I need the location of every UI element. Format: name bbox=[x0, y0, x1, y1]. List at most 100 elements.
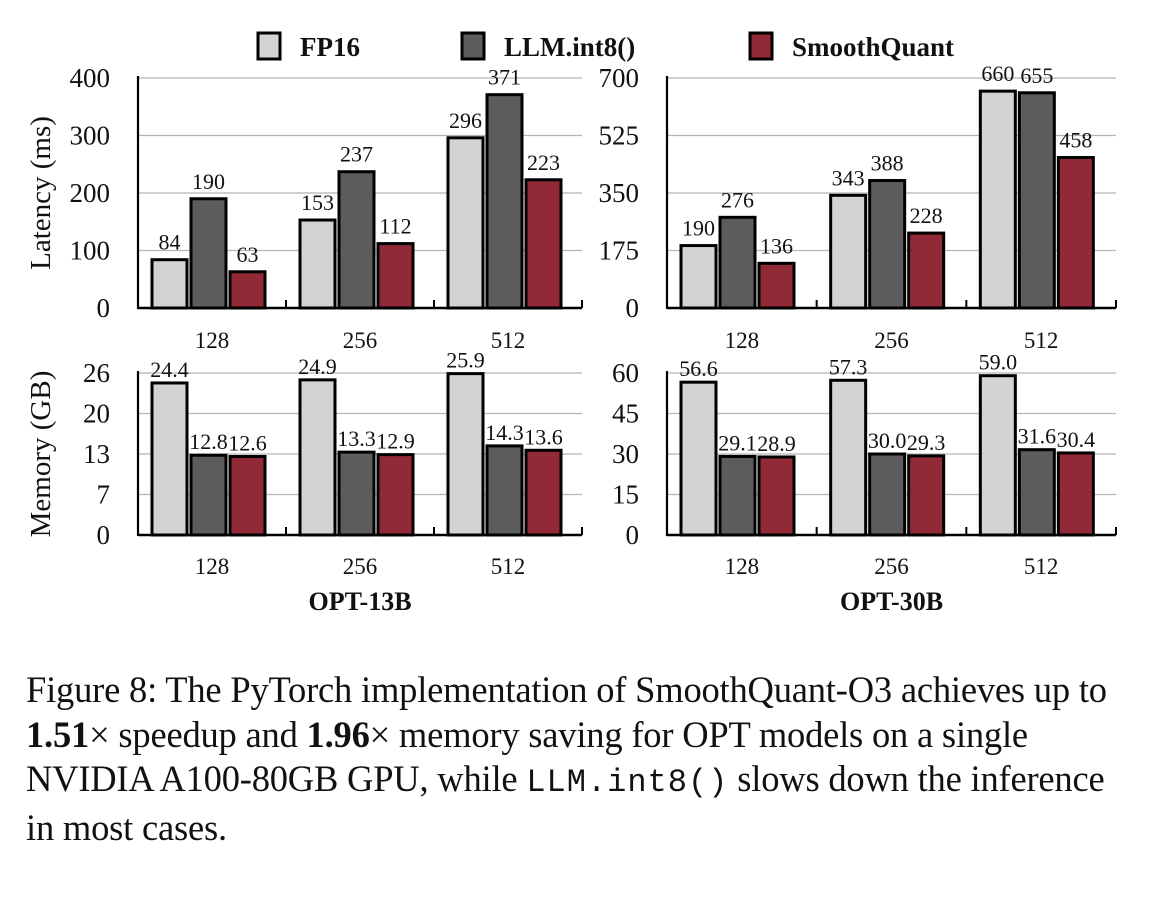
data-label: 153 bbox=[301, 190, 334, 215]
y-tick-label: 20 bbox=[83, 399, 110, 429]
legend-swatch-2 bbox=[748, 31, 774, 61]
legend-label-0: FP16 bbox=[300, 32, 360, 62]
y-tick-label: 100 bbox=[70, 236, 111, 266]
data-label: 59.0 bbox=[979, 350, 1018, 375]
bar-smoothquant bbox=[757, 261, 796, 310]
legend-label-2: SmoothQuant bbox=[792, 32, 954, 62]
y-tick-label: 350 bbox=[599, 178, 640, 208]
bar-smoothquant bbox=[228, 454, 267, 537]
x-tick-label: 512 bbox=[1024, 554, 1059, 579]
x-tick-label: 512 bbox=[491, 328, 526, 353]
data-label: 660 bbox=[981, 61, 1014, 86]
bar-fp16 bbox=[978, 374, 1017, 537]
data-label: 190 bbox=[682, 216, 715, 241]
y-tick-label: 60 bbox=[612, 358, 639, 388]
data-label: 24.4 bbox=[150, 357, 189, 382]
bar-smoothquant bbox=[376, 453, 415, 537]
data-label: 223 bbox=[527, 150, 560, 175]
data-label: 12.6 bbox=[228, 430, 267, 455]
y-tick-label: 45 bbox=[612, 399, 639, 429]
x-tick-label: 256 bbox=[874, 554, 909, 579]
bar-smoothquant bbox=[907, 454, 946, 537]
bar-fp16 bbox=[829, 378, 868, 537]
data-label: 388 bbox=[871, 151, 904, 176]
bar-fp16 bbox=[150, 381, 189, 537]
y-tick-label: 525 bbox=[599, 121, 640, 151]
data-label: 29.1 bbox=[718, 430, 757, 455]
data-label: 63 bbox=[237, 242, 259, 267]
bar-smoothquant bbox=[228, 270, 267, 310]
x-tick-label: 128 bbox=[725, 554, 760, 579]
x-tick-label: 256 bbox=[343, 554, 378, 579]
legend-swatch-0 bbox=[256, 31, 282, 61]
caption-speedup: 1.51 bbox=[26, 713, 90, 755]
data-label: 296 bbox=[449, 108, 482, 133]
bar-smoothquant bbox=[1056, 156, 1095, 310]
bar-llmint8 bbox=[189, 453, 228, 537]
caption-memory: 1.96 bbox=[306, 713, 370, 755]
bar-smoothquant bbox=[376, 242, 415, 310]
bar-llmint8 bbox=[718, 454, 757, 537]
data-label: 30.0 bbox=[868, 428, 907, 453]
x-tick-label: 512 bbox=[491, 554, 526, 579]
y-tick-label: 15 bbox=[612, 480, 639, 510]
data-label: 12.8 bbox=[189, 429, 228, 454]
caption-speedup-suffix: × speedup and bbox=[89, 713, 307, 755]
y-tick-label: 0 bbox=[626, 293, 640, 323]
bar-llmint8 bbox=[868, 452, 907, 537]
figure-chart: FP16 LLM.int8() SmoothQuant 0100200300400L… bbox=[25, 31, 1117, 616]
x-tick-label: 256 bbox=[874, 328, 909, 353]
figure-caption: Figure 8: The PyTorch implementation of … bbox=[26, 668, 1136, 850]
y-tick-label: 7 bbox=[97, 480, 111, 510]
y-tick-label: 30 bbox=[612, 439, 639, 469]
bar-fp16 bbox=[679, 380, 718, 537]
bar-smoothquant bbox=[907, 231, 946, 310]
bar-fp16 bbox=[679, 244, 718, 310]
y-axis-label: Memory (GB) bbox=[25, 371, 57, 538]
bar-llmint8 bbox=[189, 197, 228, 310]
data-label: 458 bbox=[1059, 128, 1092, 153]
data-label: 31.6 bbox=[1018, 424, 1057, 449]
data-label: 190 bbox=[192, 169, 225, 194]
bar-llmint8 bbox=[485, 444, 524, 537]
bar-fp16 bbox=[298, 218, 337, 310]
data-label: 112 bbox=[379, 214, 411, 239]
panel-bottom-left: 0 7 13 20 26 Memory (GB) 24.4 12.8 12.6 128 24.9 13… bbox=[25, 348, 583, 616]
bar-llmint8 bbox=[337, 170, 376, 310]
data-label: 24.9 bbox=[298, 354, 337, 379]
bar-smoothquant bbox=[524, 448, 563, 537]
y-tick-label: 200 bbox=[70, 178, 111, 208]
bar-llmint8 bbox=[718, 215, 757, 310]
caption-code: LLM.int8() bbox=[526, 764, 729, 801]
bar-llmint8 bbox=[1017, 91, 1056, 310]
bar-smoothquant bbox=[757, 455, 796, 537]
bar-llmint8 bbox=[337, 450, 376, 537]
bar-smoothquant bbox=[524, 178, 563, 310]
y-tick-label: 700 bbox=[599, 63, 640, 93]
data-label: 56.6 bbox=[679, 356, 718, 381]
y-axis-label: Latency (ms) bbox=[25, 116, 57, 270]
data-label: 13.6 bbox=[524, 424, 563, 449]
panel-bottom-right: 0 15 30 45 60 56.6 29.1 28.9 128 57.3 30.0 29.3 256 5… bbox=[612, 350, 1117, 616]
data-label: 237 bbox=[340, 142, 373, 167]
x-tick-label: 256 bbox=[343, 328, 378, 353]
y-tick-label: 400 bbox=[70, 63, 111, 93]
data-label: 136 bbox=[760, 233, 793, 258]
data-label: 343 bbox=[832, 165, 865, 190]
data-label: 276 bbox=[721, 187, 754, 212]
y-tick-label: 13 bbox=[83, 439, 110, 469]
data-label: 25.9 bbox=[446, 348, 485, 373]
y-tick-label: 300 bbox=[70, 121, 111, 151]
bar-llmint8 bbox=[485, 93, 524, 310]
bar-llmint8 bbox=[1017, 448, 1056, 537]
data-label: 371 bbox=[488, 65, 521, 90]
bar-fp16 bbox=[150, 258, 189, 310]
data-label: 30.4 bbox=[1057, 427, 1096, 452]
x-axis-label: OPT-13B bbox=[308, 587, 411, 616]
bar-fp16 bbox=[978, 89, 1017, 310]
panel-top-left: 0 100 200 300 400 Latency (ms) 84 190 63 128 15323… bbox=[25, 63, 583, 353]
x-tick-label: 512 bbox=[1024, 328, 1059, 353]
y-tick-label: 26 bbox=[83, 358, 110, 388]
